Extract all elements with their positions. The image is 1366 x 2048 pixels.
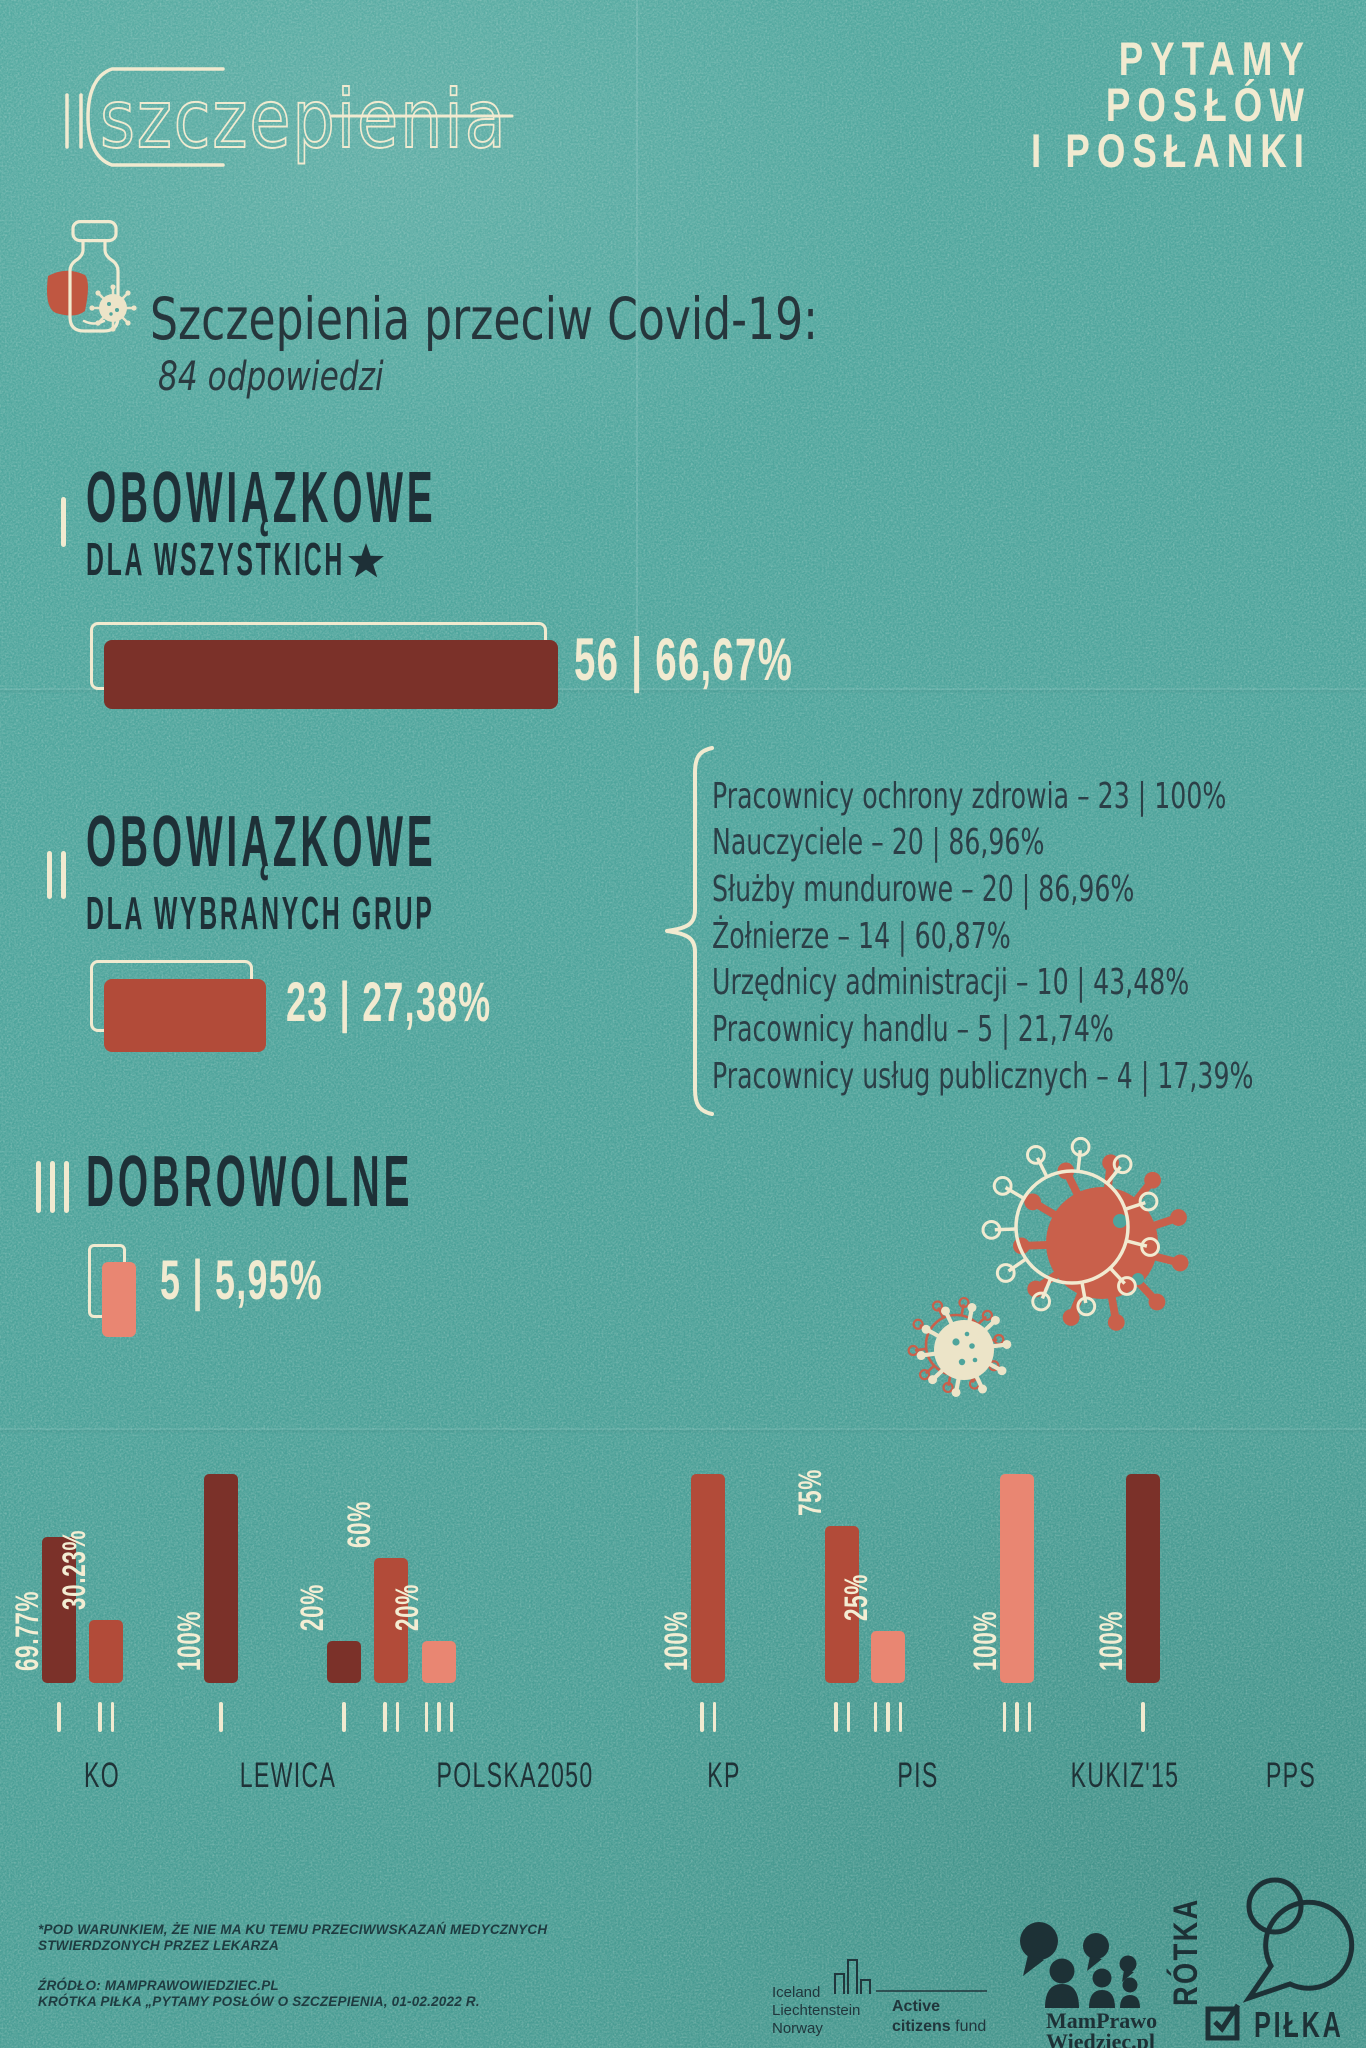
virus-small-on-vial <box>89 284 137 332</box>
chart-bar-label: 75% <box>792 1469 828 1516</box>
page-title: Szczepienia przeciw Covid-19: <box>150 285 818 353</box>
chart-bar-KO-I <box>42 1537 76 1683</box>
roman-tick-III <box>1002 1702 1032 1732</box>
mpw-logo-icon <box>1020 1922 1140 2008</box>
chart-bar-label: 100% <box>658 1610 694 1671</box>
asterisk-star-icon <box>348 543 384 578</box>
roman-tick-I <box>342 1702 346 1732</box>
section-1-value: 56 | 66,67% <box>574 626 794 693</box>
group-list-item: Pracownicy ochrony zdrowia – 23 | 100% <box>712 776 1227 817</box>
logo-text: szczepienia <box>99 73 508 166</box>
chart-bar-PIS-III <box>871 1631 905 1683</box>
section-1-title: OBOWIĄZKOWE <box>86 458 437 538</box>
fold-crease-horizontal-1 <box>0 688 1366 690</box>
source-note: ŹRÓDŁO: MAMPRAWOWIEDZIEC.PL KRÓTKA PIŁKA … <box>38 1978 480 2009</box>
roman-tick-II <box>834 1702 850 1732</box>
section-2-title: OBOWIĄZKOWE <box>86 802 437 882</box>
group-list-item: Pracownicy usług publicznych – 4 | 17,39… <box>712 1056 1254 1097</box>
vaccine-vial-icon <box>47 220 137 333</box>
chart-bar-POLSKA2050-II <box>374 1558 408 1683</box>
chart-bar-label: 25% <box>838 1574 874 1621</box>
chart-bar-label: 20% <box>389 1584 425 1631</box>
chart-bar-POLSKA2050-III <box>422 1641 456 1683</box>
group-list-item: Nauczyciele – 20 | 86,96% <box>712 822 1045 863</box>
section-1-numeral <box>61 497 66 547</box>
chart-bar-label: 100% <box>967 1610 1003 1671</box>
chart-bar-KUKIZ'15-III <box>1000 1474 1034 1683</box>
section-2-value: 23 | 27,38% <box>286 970 492 1033</box>
footnote: *POD WARUNKIEM, ŻE NIE MA KU TEMU PRZECI… <box>38 1922 548 1953</box>
section-1-bar <box>104 640 558 709</box>
section-2-numeral <box>47 851 66 899</box>
roman-tick-I <box>219 1702 223 1732</box>
chart-bar-KP-II <box>691 1474 725 1683</box>
campaign-line: I POSŁANKI <box>1031 124 1311 177</box>
party-label-PIS: PIS <box>897 1756 939 1795</box>
campaign-line: PYTAMY <box>1118 32 1311 85</box>
kp-checkbox-icon <box>1205 2003 1241 2041</box>
virus-large-icon <box>981 1136 1189 1331</box>
brace <box>665 746 714 1116</box>
campaign-title: PYTAMY POSŁÓW I POSŁANKI <box>952 32 1311 177</box>
roman-tick-II <box>98 1702 114 1732</box>
section-3-bar <box>102 1262 136 1337</box>
roman-tick-I <box>1141 1702 1145 1732</box>
virus-small-icon <box>907 1296 1012 1397</box>
section-2-subtitle: DLA WYBRANYCH GRUP <box>86 887 435 939</box>
party-label-KP: KP <box>707 1756 741 1795</box>
roman-tick-II <box>700 1702 716 1732</box>
section-2-bar <box>104 979 266 1052</box>
group-list-item: Służby mundurowe – 20 | 86,96% <box>712 869 1135 910</box>
group-list-item: Urzędnicy administracji – 10 | 43,48% <box>712 962 1190 1003</box>
chart-bar-PPS-I <box>1126 1474 1160 1683</box>
section-1-subtitle: DLA WSZYSTKICH <box>86 533 346 585</box>
chart-bar-LEWICA-I <box>204 1474 238 1683</box>
party-label-KUKIZ'15: KUKIZ'15 <box>1070 1756 1180 1795</box>
campaign-line: POSŁÓW <box>1105 78 1311 131</box>
logo-frame <box>65 67 514 167</box>
chart-bar-label: 100% <box>171 1610 207 1671</box>
roman-tick-III <box>873 1702 903 1732</box>
group-list-item: Żołnierze – 14 | 60,87% <box>712 916 1011 957</box>
answers-count: 84 odpowiedzi <box>158 354 384 400</box>
section-3-numeral <box>36 1161 69 1213</box>
section-3-title: DOBROWOLNE <box>86 1142 414 1222</box>
party-label-LEWICA: LEWICA <box>239 1756 337 1795</box>
chart-bar-PIS-II <box>825 1526 859 1683</box>
chart-bar-KO-II <box>89 1620 123 1683</box>
group-list-item: Pracownicy handlu – 5 | 21,74% <box>712 1009 1114 1050</box>
roman-tick-III <box>424 1702 454 1732</box>
roman-tick-I <box>57 1702 61 1732</box>
party-label-PPS: PPS <box>1265 1756 1317 1795</box>
chart-bar-label: 20% <box>294 1584 330 1631</box>
section-3-value: 5 | 5,95% <box>160 1248 324 1311</box>
fold-crease-vertical <box>636 0 638 688</box>
fold-crease-horizontal-2 <box>0 1428 1366 1430</box>
kp-speech-bubbles-icon <box>1242 1877 1355 2003</box>
party-label-POLSKA2050: POLSKA2050 <box>436 1756 594 1795</box>
chart-bar-label: 69.77% <box>9 1590 45 1671</box>
chart-bar-POLSKA2050-I <box>327 1641 361 1683</box>
chart-bar-label: 30.23% <box>56 1529 92 1610</box>
acf-logo-icon <box>834 1959 987 1994</box>
chart-bar-label: 60% <box>341 1501 377 1548</box>
party-label-KO: KO <box>83 1756 121 1795</box>
chart-bar-label: 100% <box>1093 1610 1129 1671</box>
roman-tick-II <box>383 1702 399 1732</box>
